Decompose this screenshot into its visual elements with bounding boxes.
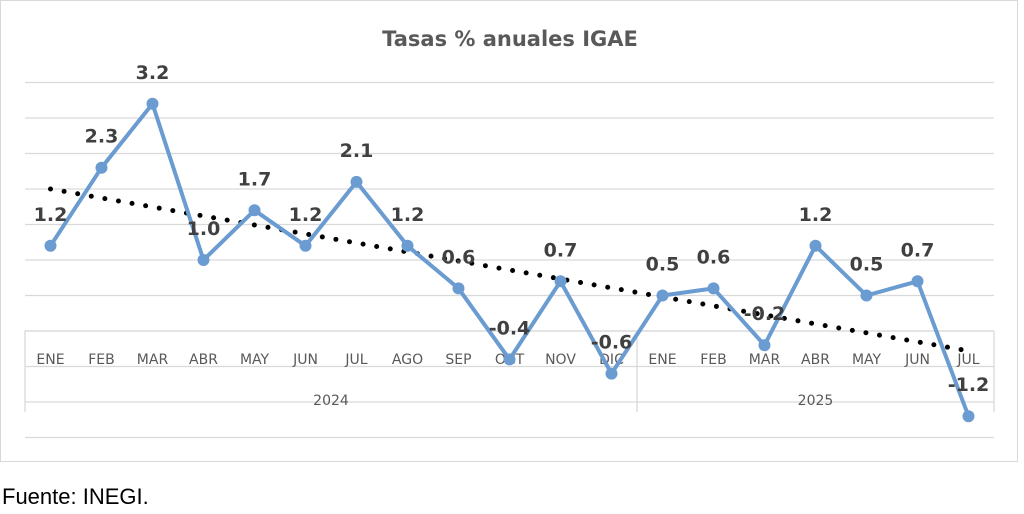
data-point (962, 410, 975, 423)
x-tick-label: ABR (801, 352, 830, 368)
source-note: Fuente: INEGI. (2, 484, 149, 509)
chart-title: Tasas % anuales IGAE (382, 27, 638, 51)
x-tick-label: MAR (137, 352, 169, 368)
data-label: 1.2 (391, 204, 425, 226)
x-tick-label: AGO (392, 352, 423, 368)
data-point (911, 275, 924, 288)
data-label: 3.2 (136, 62, 170, 84)
x-tick-label: NOV (545, 352, 576, 368)
data-point (707, 282, 720, 295)
x-tick-label: FEB (88, 352, 115, 368)
data-point (809, 239, 822, 252)
x-tick-label: JUL (956, 352, 979, 368)
x-tick-label: JUL (344, 352, 367, 368)
data-point (350, 175, 363, 188)
data-label: 0.5 (850, 254, 884, 276)
data-label: 1.0 (187, 218, 221, 240)
data-label: -0.4 (489, 317, 531, 339)
data-label: 1.7 (238, 168, 272, 190)
year-label: 2024 (313, 393, 349, 409)
data-point (452, 282, 465, 295)
data-label: -0.2 (744, 303, 786, 325)
data-label: 0.6 (697, 246, 731, 268)
data-point (860, 289, 873, 302)
x-tick-label: FEB (700, 352, 727, 368)
chart-frame (0, 0, 1018, 462)
x-tick-label: MAR (749, 352, 781, 368)
x-tick-label: MAY (852, 352, 882, 368)
data-label: 1.2 (34, 204, 68, 226)
data-point (299, 239, 312, 252)
year-label: 2025 (798, 393, 834, 409)
data-label: 1.2 (799, 204, 833, 226)
data-label: 0.5 (646, 254, 680, 276)
data-point (44, 239, 57, 252)
data-label: -1.2 (948, 374, 990, 396)
data-label: 1.2 (289, 204, 323, 226)
x-tick-label: MAY (240, 352, 270, 368)
data-label: -0.6 (591, 332, 633, 354)
data-point (605, 367, 618, 380)
data-label: 2.3 (85, 126, 119, 148)
x-tick-label: ABR (189, 352, 218, 368)
x-tick-label: JUN (904, 352, 930, 368)
data-point (95, 161, 108, 174)
data-point (197, 254, 210, 266)
data-point (554, 275, 567, 288)
data-point (656, 289, 669, 302)
data-point (401, 239, 414, 252)
data-point (758, 339, 771, 352)
x-tick-label: SEP (445, 352, 471, 368)
data-label: 0.6 (442, 246, 476, 268)
data-label: 0.7 (901, 239, 935, 261)
data-label: 2.1 (340, 140, 374, 162)
line-chart: Tasas % anuales IGAE ENE FEB MAR ABR MAY JUN J… (24, 27, 995, 439)
data-point (503, 353, 516, 366)
x-tick-label: JUN (292, 352, 318, 368)
data-point (248, 204, 261, 217)
x-tick-label: ENE (36, 352, 64, 368)
data-label: 0.7 (544, 239, 578, 261)
data-point (146, 97, 159, 110)
x-tick-label: ENE (648, 352, 676, 368)
